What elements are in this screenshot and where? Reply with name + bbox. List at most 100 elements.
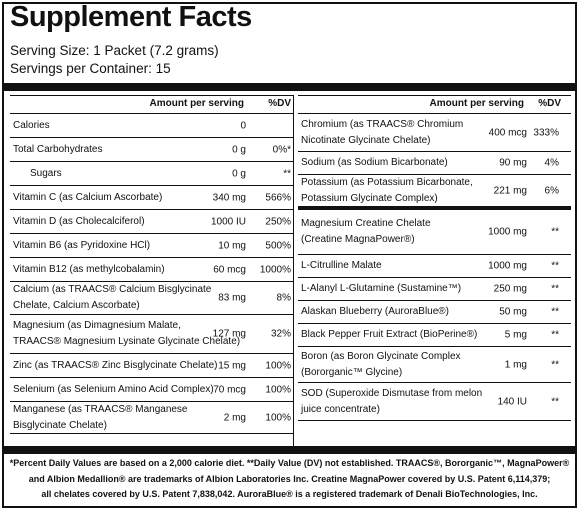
- nutrient-row: Black Pepper Fruit Extract (BioPerine®) 5…: [298, 324, 571, 347]
- nutrient-row: Sodium (as Sodium Bicarbonate) 90 mg 4%: [298, 152, 571, 175]
- nutrient-dv: **: [551, 283, 559, 295]
- nutrient-row: SOD (Superoxide Dismutase from melon juic…: [298, 383, 571, 421]
- nutrient-dv: **: [551, 359, 559, 370]
- nutrient-dv: 100%: [265, 412, 291, 423]
- nutrient-name: Sodium (as Sodium Bicarbonate): [301, 157, 448, 168]
- dv-header: %DV: [268, 98, 291, 109]
- nutrient-name: Sugars: [30, 167, 62, 179]
- nutrient-dv: 500%: [265, 240, 291, 251]
- nutrient-name: Boron (as Boron Glycinate Complex (Bororg…: [301, 350, 461, 378]
- nutrient-amount: 140 IU: [497, 396, 527, 407]
- serving-size: Serving Size: 1 Packet (7.2 grams): [10, 43, 219, 58]
- supplement-facts-panel: Supplement Facts Serving Size: 1 Packet …: [2, 2, 577, 508]
- servings-per-container: Servings per Container: 15: [10, 61, 171, 76]
- nutrient-amount: 10 mg: [218, 240, 246, 251]
- nutrient-row: Total Carbohydrates 0 g 0%*: [10, 138, 293, 162]
- nutrient-dv: 333%: [533, 127, 559, 138]
- nutrient-amount: 1000 mg: [488, 226, 527, 238]
- nutrient-amount: 83 mg: [218, 292, 246, 304]
- nutrient-name: Vitamin B6 (as Pyridoxine HCl): [13, 239, 151, 251]
- nutrient-dv: **: [551, 226, 559, 238]
- nutrient-dv: 4%: [544, 157, 559, 169]
- nutrient-row: Vitamin B6 (as Pyridoxine HCl) 10 mg 500%: [10, 234, 293, 258]
- nutrient-row: L-Citrulline Malate 1000 mg **: [298, 255, 571, 278]
- nutrient-row: Calories 0: [10, 114, 293, 138]
- nutrient-amount: 70 mcg: [213, 384, 246, 395]
- nutrient-name: Vitamin C (as Calcium Ascorbate): [13, 191, 163, 203]
- nutrient-name: Vitamin D (as Cholecalciferol): [13, 215, 145, 227]
- nutrient-amount: 1 mg: [504, 359, 527, 370]
- footnote-line: all chelates covered by U.S. Patent 7,83…: [41, 489, 538, 500]
- nutrient-name: Magnesium Creatine Chelate (Creatine Magn…: [301, 218, 431, 245]
- nutrient-amount: 400 mcg: [488, 127, 527, 138]
- nutrient-amount: 0: [240, 120, 246, 131]
- nutrient-row: Manganese (as TRAACS® Manganese Bisglycin…: [10, 402, 293, 434]
- nutrient-name: Selenium (as Selenium Amino Acid Complex…: [13, 383, 214, 395]
- nutrient-amount: 127 mg: [212, 328, 246, 340]
- footnote-line: and Albion Medallion® are trademarks of …: [28, 473, 551, 484]
- nutrient-dv: **: [283, 168, 291, 179]
- nutrient-dv: 1000%: [259, 264, 291, 275]
- nutrient-amount: 221 mg: [493, 185, 527, 196]
- nutrient-row: Zinc (as TRAACS® Zinc Bisglycinate Chela…: [10, 354, 293, 378]
- footnote: *Percent Daily Values are based on a 2,0…: [8, 456, 571, 503]
- nutrient-dv: 0%*: [272, 144, 291, 155]
- nutrient-row: Vitamin D (as Cholecalciferol) 1000 IU 250…: [10, 210, 293, 234]
- nutrient-amount: 250 mg: [493, 283, 527, 295]
- nutrient-dv: 32%: [270, 328, 291, 340]
- nutrient-name: Zinc (as TRAACS® Zinc Bisglycinate Chela…: [13, 359, 218, 371]
- nutrient-name: Total Carbohydrates: [13, 143, 103, 155]
- nutrient-name: Magnesium (as Dimagnesium Malate, TRAACS®…: [13, 320, 241, 347]
- nutrient-dv: 100%: [265, 384, 291, 395]
- column-header-left: Amount per serving %DV: [10, 95, 293, 114]
- nutrient-amount: 0 g: [232, 144, 246, 155]
- nutrient-name: Black Pepper Fruit Extract (BioPerine®): [301, 329, 478, 340]
- nutrient-row: Selenium (as Selenium Amino Acid Complex…: [10, 378, 293, 402]
- nutrient-name: Calories: [13, 119, 50, 131]
- nutrient-dv: **: [551, 306, 559, 318]
- nutrient-name: L-Alanyl L-Glutamine (Sustamine™): [301, 283, 462, 294]
- nutrient-name: L-Citrulline Malate: [301, 260, 382, 271]
- nutrient-dv: 566%: [265, 192, 291, 203]
- dv-header: %DV: [538, 98, 561, 109]
- nutrient-row: Vitamin C (as Calcium Ascorbate) 340 mg 56…: [10, 186, 293, 210]
- nutrient-name: Chromium (as TRAACS® Chromium Nicotinate …: [301, 118, 464, 146]
- thick-divider-bottom: [4, 446, 575, 454]
- nutrient-amount: 1000 mg: [488, 260, 527, 272]
- amount-header: Amount per serving: [429, 98, 524, 109]
- nutrient-dv: **: [551, 396, 559, 407]
- nutrient-amount: 2 mg: [223, 412, 246, 423]
- nutrient-dv: 6%: [544, 185, 559, 196]
- footnote-line: *Percent Daily Values are based on a 2,0…: [9, 458, 570, 468]
- nutrient-name: Calcium (as TRAACS® Calcium Bisglycinate…: [13, 284, 212, 311]
- nutrient-dv: **: [551, 329, 559, 341]
- nutrient-name: Manganese (as TRAACS® Manganese Bisglycin…: [13, 403, 188, 431]
- nutrient-name: Potassium (as Potassium Bicarbonate, Pota…: [301, 176, 473, 204]
- nutrient-row: Boron (as Boron Glycinate Complex (Bororg…: [298, 347, 571, 383]
- nutrient-amount: 60 mcg: [213, 264, 246, 275]
- nutrient-row: Chromium (as TRAACS® Chromium Nicotinate …: [298, 114, 571, 152]
- nutrient-row: Calcium (as TRAACS® Calcium Bisglycinate…: [10, 282, 293, 315]
- nutrient-name: Vitamin B12 (as methylcobalamin): [13, 263, 165, 275]
- nutrient-dv: 100%: [265, 360, 291, 371]
- nutrient-amount: 0 g: [232, 168, 246, 179]
- thick-divider: [4, 83, 575, 91]
- nutrient-amount: 90 mg: [499, 157, 527, 169]
- nutrient-dv: **: [551, 260, 559, 272]
- nutrient-dv: 250%: [265, 216, 291, 227]
- nutrient-row: Potassium (as Potassium Bicarbonate, Pota…: [298, 175, 571, 210]
- nutrient-row: Vitamin B12 (as methylcobalamin) 60 mcg 10…: [10, 258, 293, 282]
- nutrient-column-right: Amount per serving %DV Chromium (as TRAA…: [298, 95, 571, 421]
- nutrient-column-left: Amount per serving %DV Calories 0 Total Ca…: [10, 95, 293, 434]
- nutrient-name: SOD (Superoxide Dismutase from melon juic…: [301, 387, 483, 415]
- nutrient-row: Magnesium (as Dimagnesium Malate, TRAACS®…: [10, 315, 293, 354]
- amount-header: Amount per serving: [149, 98, 244, 109]
- nutrient-row: Magnesium Creatine Chelate (Creatine Magn…: [298, 210, 571, 255]
- column-header-right: Amount per serving %DV: [298, 95, 571, 114]
- panel-title: Supplement Facts: [10, 2, 252, 33]
- nutrient-dv: 8%: [276, 292, 291, 304]
- nutrient-amount: 1000 IU: [210, 216, 246, 227]
- nutrient-row: Sugars 0 g **: [10, 162, 293, 186]
- nutrient-name: Alaskan Blueberry (AuroraBlue®): [301, 306, 449, 317]
- nutrient-amount: 15 mg: [218, 360, 246, 371]
